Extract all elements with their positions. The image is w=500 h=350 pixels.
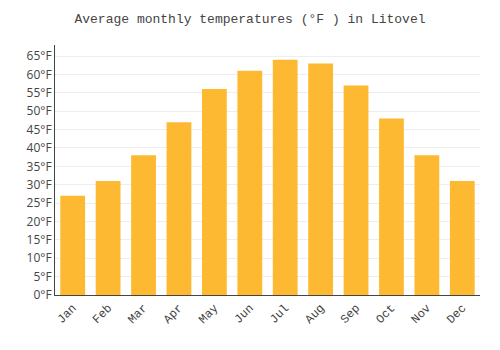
svg-text:60°F: 60°F	[27, 66, 52, 83]
svg-text:Mar: Mar	[125, 302, 150, 327]
svg-text:0°F: 0°F	[33, 286, 51, 303]
svg-text:10°F: 10°F	[27, 249, 52, 266]
svg-text:May: May	[196, 302, 221, 327]
svg-text:35°F: 35°F	[27, 158, 52, 175]
svg-text:65°F: 65°F	[27, 47, 52, 64]
svg-text:Jun: Jun	[232, 302, 257, 327]
svg-text:55°F: 55°F	[27, 84, 52, 101]
svg-text:20°F: 20°F	[27, 213, 52, 230]
svg-text:Aug: Aug	[303, 302, 328, 327]
svg-text:Average monthly temperatures (: Average monthly temperatures (°F ) in Li…	[74, 12, 425, 27]
svg-text:5°F: 5°F	[33, 268, 51, 285]
svg-text:Jan: Jan	[55, 302, 80, 327]
svg-text:Dec: Dec	[444, 302, 469, 327]
svg-text:25°F: 25°F	[27, 194, 52, 211]
svg-text:Nov: Nov	[409, 302, 434, 327]
svg-text:Oct: Oct	[373, 302, 398, 327]
svg-text:40°F: 40°F	[27, 139, 52, 156]
svg-text:30°F: 30°F	[27, 176, 52, 193]
svg-text:Feb: Feb	[90, 302, 115, 327]
svg-text:Apr: Apr	[161, 302, 186, 327]
svg-text:50°F: 50°F	[27, 102, 52, 119]
svg-text:45°F: 45°F	[27, 121, 52, 138]
svg-text:15°F: 15°F	[27, 231, 52, 248]
svg-text:Sep: Sep	[338, 302, 363, 327]
svg-text:Jul: Jul	[267, 302, 292, 327]
